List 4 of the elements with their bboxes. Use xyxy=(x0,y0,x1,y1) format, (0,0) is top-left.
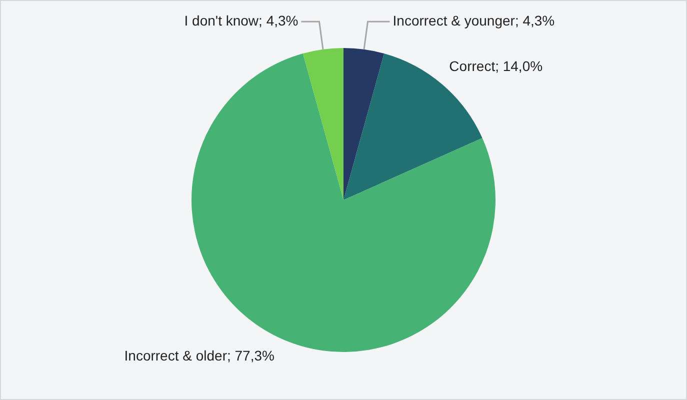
slice-label: I don't know; 4,3% xyxy=(184,12,298,29)
slice-label: Correct; 14,0% xyxy=(449,58,543,74)
slice-label: Incorrect & younger; 4,3% xyxy=(392,12,555,29)
slice-label: Incorrect & older; 77,3% xyxy=(124,347,274,364)
